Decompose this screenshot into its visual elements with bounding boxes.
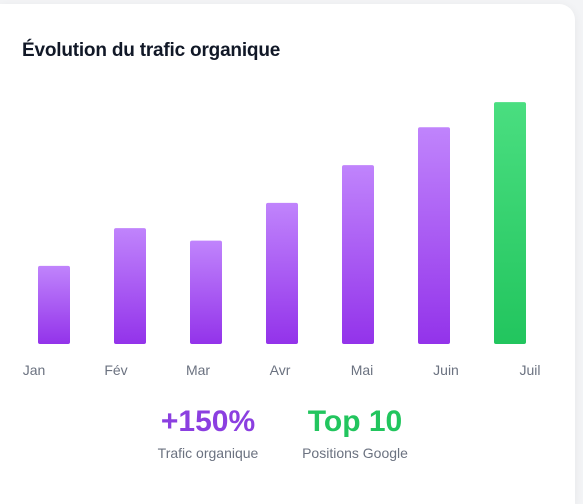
x-tick-label: Juil <box>519 362 540 378</box>
bar-avr <box>266 202 298 344</box>
stats-row: +150% Trafic organique Top 10 Positions … <box>0 404 575 484</box>
x-tick-label: Fév <box>104 362 127 378</box>
bar-mar <box>190 240 222 344</box>
bar-chart: Jan Fév Mar Avr Mai Juin Juil <box>23 102 541 378</box>
x-tick-label: Mai <box>351 362 374 378</box>
bar-mai <box>342 165 374 344</box>
x-tick-label: Avr <box>270 362 291 378</box>
bar-jan <box>38 265 70 344</box>
stat-google: Top 10 Positions Google <box>292 404 418 462</box>
bar-juin <box>418 127 450 344</box>
x-tick-label: Juin <box>433 362 459 378</box>
stat-traffic: +150% Trafic organique <box>148 404 268 462</box>
stat-traffic-value: +150% <box>160 405 256 438</box>
stat-google-value: Top 10 <box>307 405 403 438</box>
bar-fév <box>114 228 146 344</box>
x-tick-label: Jan <box>23 362 46 378</box>
stat-google-label: Positions Google <box>302 445 408 461</box>
traffic-card: Évolution du trafic organique Jan Fév Mar A… <box>0 4 575 504</box>
chart-title: Évolution du trafic organique <box>22 40 281 61</box>
bar-juil <box>494 102 526 344</box>
x-tick-label: Mar <box>186 362 210 378</box>
stat-traffic-label: Trafic organique <box>157 445 259 461</box>
